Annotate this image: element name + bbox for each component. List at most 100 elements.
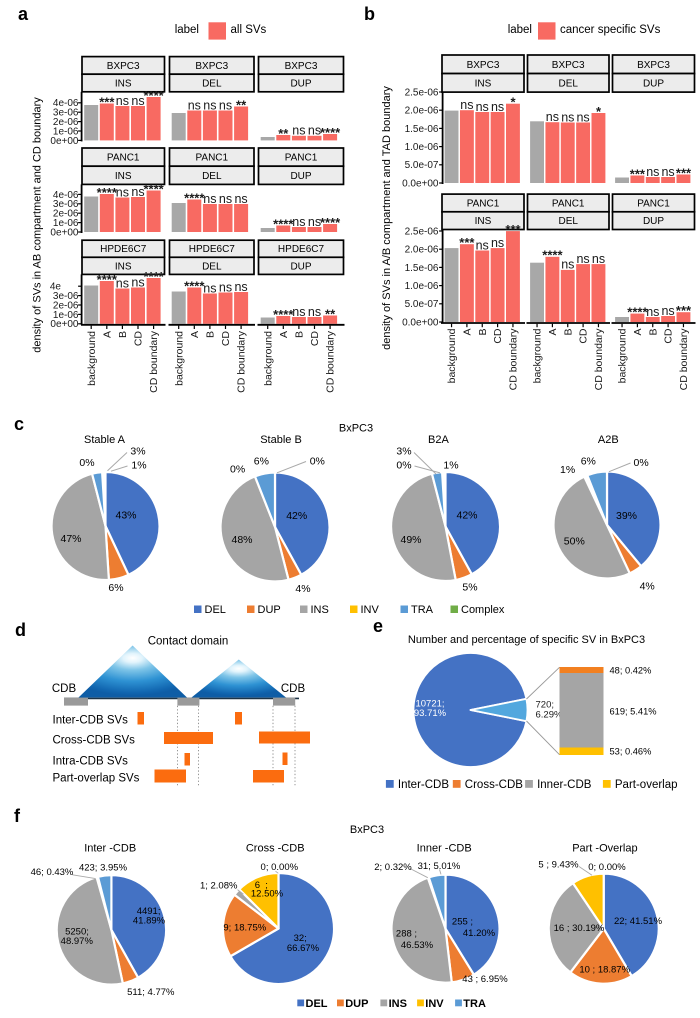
svg-text:ns: ns (203, 281, 216, 295)
svg-text:Stable A: Stable A (84, 434, 126, 446)
svg-text:1.5e-06: 1.5e-06 (405, 124, 439, 135)
svg-text:**: ** (325, 306, 336, 321)
svg-text:ns: ns (661, 165, 674, 179)
svg-text:CD boundary: CD boundary (236, 330, 248, 393)
svg-text:ns: ns (234, 280, 247, 294)
svg-text:ns: ns (561, 110, 574, 124)
svg-text:ns: ns (491, 100, 504, 114)
svg-text:Cross -CDB: Cross -CDB (246, 843, 305, 855)
svg-text:HPDE6C7: HPDE6C7 (278, 244, 325, 255)
svg-text:4%: 4% (640, 581, 655, 593)
svg-text:ns: ns (491, 236, 504, 250)
svg-text:****: **** (273, 307, 294, 322)
svg-text:DUP: DUP (290, 261, 311, 272)
svg-text:****: **** (97, 185, 118, 200)
svg-text:****: **** (143, 181, 164, 196)
svg-text:Inter-CDB SVs: Inter-CDB SVs (53, 715, 129, 727)
svg-text:53; 0.46%: 53; 0.46% (610, 747, 652, 757)
svg-text:288 ;: 288 ; (396, 929, 417, 940)
svg-text:46.53%: 46.53% (401, 940, 434, 951)
svg-text:5.0e-07: 5.0e-07 (405, 160, 439, 171)
svg-text:2e-06: 2e-06 (53, 209, 79, 220)
svg-text:Stable B: Stable B (260, 434, 302, 446)
svg-text:255 ;: 255 ; (452, 917, 473, 928)
svg-text:CD boundary: CD boundary (148, 330, 160, 393)
svg-text:511; 4.77%: 511; 4.77% (127, 987, 175, 998)
svg-text:48%: 48% (231, 534, 252, 546)
svg-text:1%: 1% (443, 460, 458, 472)
svg-text:PANC1: PANC1 (467, 198, 500, 209)
svg-text:5250;: 5250; (65, 926, 89, 937)
svg-text:b: b (364, 4, 375, 24)
svg-text:CD: CD (492, 328, 504, 344)
svg-text:Cross-CDB: Cross-CDB (465, 779, 523, 791)
svg-text:DEL: DEL (558, 78, 578, 89)
svg-text:0e+00: 0e+00 (50, 227, 79, 238)
svg-text:ns: ns (592, 252, 605, 266)
svg-text:DEL: DEL (306, 998, 328, 1010)
svg-text:ns: ns (219, 280, 232, 294)
svg-text:423; 3.95%: 423; 3.95% (79, 863, 128, 874)
svg-text:c: c (14, 414, 24, 434)
svg-text:41.89%: 41.89% (133, 916, 166, 927)
svg-text:***: *** (505, 222, 521, 237)
svg-text:***: *** (99, 94, 115, 109)
svg-text:12.50%: 12.50% (251, 889, 284, 900)
svg-text:4491;: 4491; (137, 906, 161, 917)
svg-text:41.20%: 41.20% (463, 928, 496, 939)
svg-text:0%: 0% (310, 456, 325, 468)
svg-text:DEL: DEL (202, 261, 222, 272)
svg-text:32;: 32; (294, 933, 307, 944)
svg-text:ns: ns (131, 94, 144, 108)
svg-text:CD: CD (309, 331, 321, 347)
svg-text:2e-06: 2e-06 (53, 117, 79, 128)
svg-text:A: A (547, 329, 559, 336)
svg-text:5 ; 9.43%: 5 ; 9.43% (538, 860, 579, 871)
svg-text:a: a (18, 4, 29, 24)
svg-text:Inter-CDB: Inter-CDB (398, 779, 449, 791)
svg-text:***: *** (459, 235, 475, 250)
svg-text:**: ** (236, 97, 247, 112)
svg-text:1; 2.08%: 1; 2.08% (200, 880, 238, 891)
svg-text:INS: INS (115, 171, 132, 182)
svg-text:PANC1: PANC1 (552, 198, 585, 209)
svg-text:1e-06: 1e-06 (53, 218, 79, 229)
svg-text:50%: 50% (564, 536, 585, 548)
svg-text:ns: ns (646, 305, 659, 319)
svg-text:6 ;: 6 ; (255, 880, 268, 891)
svg-text:4%: 4% (295, 583, 310, 595)
svg-text:INS: INS (311, 604, 329, 616)
svg-text:*: * (596, 104, 602, 119)
svg-text:ns: ns (561, 258, 574, 272)
svg-text:ns: ns (203, 98, 216, 112)
svg-text:***: *** (676, 165, 692, 180)
svg-text:Complex: Complex (461, 604, 505, 616)
svg-text:BXPC3: BXPC3 (637, 60, 670, 71)
svg-text:B: B (647, 329, 659, 336)
svg-text:Cross-CDB SVs: Cross-CDB SVs (53, 735, 136, 747)
svg-text:ns: ns (576, 110, 589, 124)
svg-text:f: f (14, 806, 21, 826)
svg-text:B: B (477, 329, 489, 336)
svg-text:ns: ns (219, 192, 232, 206)
svg-text:***: *** (630, 166, 646, 181)
svg-text:10 ; 18.87%: 10 ; 18.87% (579, 964, 630, 975)
svg-text:e: e (373, 616, 383, 636)
svg-text:INV: INV (361, 604, 380, 616)
svg-text:2.5e-06: 2.5e-06 (405, 226, 439, 237)
svg-text:ns: ns (234, 192, 247, 206)
svg-text:2; 0.32%: 2; 0.32% (374, 862, 412, 873)
svg-text:CD: CD (220, 331, 232, 347)
svg-text:****: **** (627, 304, 648, 319)
svg-text:ns: ns (131, 275, 144, 289)
svg-text:3%: 3% (130, 446, 145, 458)
svg-text:INS: INS (389, 998, 407, 1010)
svg-text:background: background (86, 331, 98, 386)
svg-text:CDB: CDB (52, 683, 77, 695)
svg-text:6.29%: 6.29% (536, 709, 563, 720)
svg-text:0e+00: 0e+00 (50, 136, 79, 147)
svg-text:6%: 6% (581, 456, 596, 468)
svg-text:HPDE6C7: HPDE6C7 (100, 244, 147, 255)
svg-text:6%: 6% (254, 456, 269, 468)
svg-text:CD boundary: CD boundary (593, 328, 605, 391)
